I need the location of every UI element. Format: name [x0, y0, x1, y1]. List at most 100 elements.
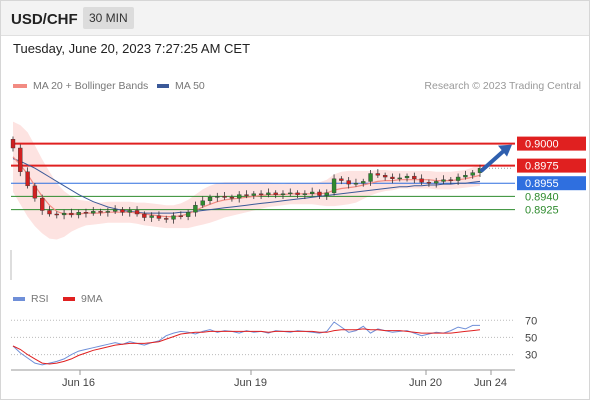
timeframe-button[interactable]: 30 MIN — [83, 7, 134, 29]
candle-body — [171, 215, 176, 220]
candle-body — [222, 196, 227, 198]
candle-body — [288, 192, 293, 195]
candle-body — [40, 197, 45, 211]
candle-body — [193, 204, 198, 213]
legend-ma50-label: MA 50 — [175, 80, 205, 92]
candle-body — [397, 177, 402, 180]
candle-body — [237, 194, 242, 199]
candle-body — [32, 185, 38, 199]
candle-body — [229, 197, 235, 199]
legend-rsi: RSI — [13, 293, 49, 305]
level-tag-0.9000 — [517, 136, 586, 151]
legend-rsi-label: RSI — [31, 293, 49, 305]
candle-body — [470, 172, 475, 176]
candle-body — [426, 182, 432, 184]
candle-body — [10, 138, 16, 149]
candle-body — [309, 191, 315, 194]
rsi-tick-70: 70 — [525, 315, 537, 327]
candle-body — [346, 180, 351, 185]
candle-body — [200, 200, 205, 206]
ma50-line — [12, 158, 481, 214]
candle-body — [448, 179, 453, 181]
rsi-tick-30: 30 — [525, 350, 537, 362]
candle-body — [324, 192, 329, 196]
candle-body — [361, 181, 366, 184]
candle-body — [61, 212, 67, 216]
candle-body — [434, 181, 439, 184]
candle-body — [142, 213, 147, 218]
candle-body — [302, 193, 308, 195]
candle-body — [149, 215, 154, 218]
legend-swatch — [157, 84, 169, 89]
level-label-0.9000: 0.9000 — [525, 139, 559, 151]
candle-body — [404, 175, 410, 179]
candle-body — [156, 215, 162, 219]
level-tag-0.8955 — [517, 176, 586, 191]
candle-body — [134, 210, 140, 215]
legend-9ma-label: 9MA — [81, 293, 103, 305]
forecast-arrow-head — [498, 144, 512, 157]
candle-body — [266, 192, 271, 195]
candle-body — [463, 175, 468, 178]
rsi-ma9-line — [12, 328, 481, 365]
candle-body — [244, 194, 249, 196]
candle-body — [178, 215, 184, 217]
candle-body — [54, 213, 59, 216]
candle-body — [280, 193, 286, 195]
rsi-line — [12, 321, 480, 366]
candle-body — [331, 178, 337, 194]
legend-swatch — [13, 84, 27, 89]
candle-body — [76, 212, 81, 216]
candle-body — [382, 175, 388, 178]
candle-body — [353, 182, 359, 185]
rsi-tick-50: 50 — [525, 332, 537, 344]
legend-9ma: 9MA — [63, 293, 103, 305]
currency-pair-title: USD/CHF — [11, 11, 78, 28]
candle-body — [368, 173, 373, 182]
candle-body — [83, 212, 89, 214]
legend-ma50: MA 50 — [157, 80, 205, 92]
x-label-jun19: Jun 19 — [234, 377, 268, 389]
x-label-jun24: Jun 24 — [474, 377, 508, 389]
legend-swatch — [63, 297, 75, 302]
candle-body — [441, 179, 446, 182]
candle-body — [25, 171, 30, 187]
candle-body — [47, 210, 52, 215]
candle-body — [339, 178, 344, 181]
candle-body — [215, 196, 220, 198]
bollinger-band-area — [13, 121, 480, 240]
candle-body — [105, 211, 111, 213]
level-label-0.8925: 0.8925 — [525, 205, 559, 217]
x-label-jun20: Jun 20 — [409, 377, 443, 389]
candle-body — [419, 178, 424, 183]
candle-body — [98, 211, 103, 213]
candle-body — [455, 176, 461, 181]
candle-body — [207, 197, 213, 201]
x-label-jun16: Jun 16 — [62, 377, 96, 389]
header-bar: USD/CHF 30 MIN — [1, 1, 589, 36]
timestamp: Tuesday, June 20, 2023 7:27:25 AM CET — [13, 41, 251, 56]
candle-body — [273, 192, 278, 195]
candle-body — [185, 212, 191, 217]
candle-body — [317, 191, 322, 196]
candle-body — [295, 192, 300, 195]
candle-body — [258, 193, 264, 195]
copyright-text: Research © 2023 Trading Central — [424, 80, 581, 92]
candle-body — [112, 209, 118, 212]
level-label-0.8975: 0.8975 — [525, 161, 559, 173]
candle-body — [390, 176, 395, 179]
candle-body — [69, 212, 74, 216]
level-label-0.8955: 0.8955 — [525, 178, 559, 190]
candle-body — [251, 193, 256, 196]
legend-ma20: MA 20 + Bollinger Bands — [13, 80, 148, 92]
candle-body — [412, 175, 417, 180]
candle-body — [91, 211, 96, 214]
level-tag-0.8975 — [517, 158, 586, 173]
legend-ma20-label: MA 20 + Bollinger Bands — [33, 80, 149, 92]
legend-swatch — [13, 297, 25, 302]
candle-body — [164, 218, 169, 220]
candle-body — [18, 147, 23, 172]
level-label-0.8940: 0.8940 — [525, 191, 559, 203]
candle-body — [127, 210, 132, 213]
